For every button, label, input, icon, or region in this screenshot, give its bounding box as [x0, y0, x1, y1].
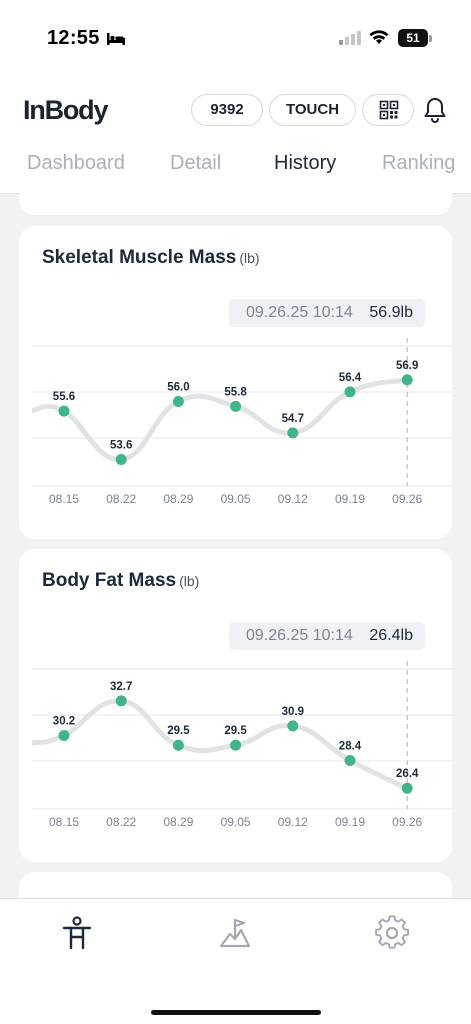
body-fat-mass-card[interactable]: Body Fat Mass (lb) 09.26.25 10:14 26.4lb …	[19, 549, 452, 862]
x-tick-label: 08.29	[163, 492, 193, 506]
settings-gear-icon[interactable]	[374, 915, 410, 951]
status-time: 12:55	[47, 27, 100, 49]
tab-detail[interactable]: Detail	[170, 152, 222, 174]
data-point	[287, 720, 299, 732]
data-label: 32.7	[110, 681, 132, 693]
body-composition-icon[interactable]	[59, 915, 95, 951]
data-point	[172, 396, 184, 408]
tooltip-date: 09.26.25 10:14	[246, 627, 353, 644]
tooltip-value: 26.4lb	[369, 627, 413, 644]
x-tick-label: 08.15	[49, 492, 79, 506]
x-tick-label: 09.19	[335, 815, 365, 829]
data-label: 56.0	[167, 382, 189, 394]
bottom-nav	[0, 898, 471, 1024]
data-label: 53.6	[110, 439, 132, 451]
battery-indicator: 51	[398, 29, 428, 47]
x-tick-label: 09.26	[392, 492, 422, 506]
data-label: 56.4	[339, 372, 362, 384]
data-label: 26.4	[396, 768, 419, 780]
data-point	[115, 453, 127, 465]
selected-point-tooltip: 09.26.25 10:14 56.9lb	[229, 299, 425, 327]
x-tick-label: 09.26	[392, 815, 422, 829]
data-label: 54.7	[282, 413, 304, 425]
x-tick-label: 08.22	[106, 492, 136, 506]
card-title-text: Skeletal Muscle Mass	[42, 247, 237, 268]
selected-point-tooltip: 09.26.25 10:14 26.4lb	[229, 622, 425, 650]
series-line	[32, 377, 410, 462]
sleep-focus-icon	[107, 33, 125, 45]
inbody-logo: InBody	[23, 95, 109, 125]
data-label: 56.9	[396, 360, 418, 372]
x-tick-label: 08.15	[49, 815, 79, 829]
data-point	[287, 427, 299, 439]
tooltip-value: 56.9lb	[369, 304, 413, 321]
tab-dashboard[interactable]: Dashboard	[27, 152, 125, 174]
tooltip-date: 09.26.25 10:14	[246, 304, 353, 321]
x-tick-label: 08.22	[106, 815, 136, 829]
x-tick-label: 09.05	[221, 815, 251, 829]
app-header: InBody 9392 TOUCH Dashboard Detail Histo…	[0, 78, 471, 194]
touch-button[interactable]: TOUCH	[269, 94, 356, 126]
data-point	[172, 739, 184, 751]
x-tick-label: 09.12	[278, 492, 308, 506]
tab-history[interactable]: History	[274, 152, 337, 174]
member-id-button[interactable]: 9392	[191, 94, 263, 126]
data-point	[115, 695, 127, 707]
bell-icon[interactable]	[422, 96, 448, 124]
data-point	[230, 400, 242, 412]
body-fat-mass-chart[interactable]: 30.2 08.15 32.7 08.22 29.5 08.29 29.5 09.05 30.9…	[32, 661, 452, 833]
wifi-icon	[369, 30, 389, 44]
skeletal-muscle-mass-card[interactable]: Skeletal Muscle Mass (lb) 09.26.25 10:14 …	[19, 226, 452, 539]
data-point	[401, 374, 413, 386]
data-point	[344, 386, 356, 398]
data-point	[344, 754, 356, 766]
series-line	[32, 698, 410, 791]
card-title: Body Fat Mass (lb)	[42, 570, 199, 592]
status-bar: 12:55 51	[0, 0, 471, 78]
qr-code-button[interactable]	[362, 94, 414, 126]
tab-bar: Dashboard Detail History Ranking	[0, 150, 471, 194]
battery-tip	[429, 35, 432, 42]
card-unit: (lb)	[179, 573, 200, 589]
data-point	[230, 739, 242, 751]
x-tick-label: 09.12	[278, 815, 308, 829]
x-tick-label: 09.19	[335, 492, 365, 506]
data-label: 55.8	[224, 386, 247, 398]
skeletal-muscle-mass-chart[interactable]: 55.6 08.15 53.6 08.22 56.0 08.29 55.8 09.05 54.7…	[32, 338, 452, 510]
card-unit: (lb)	[239, 250, 260, 266]
data-label: 28.4	[339, 740, 362, 752]
qr-code-icon	[379, 100, 399, 120]
data-point	[58, 730, 70, 742]
data-label: 29.5	[224, 725, 247, 737]
x-tick-label: 08.29	[163, 815, 193, 829]
data-label: 30.9	[282, 706, 304, 718]
goal-flag-icon[interactable]	[217, 915, 253, 951]
data-point	[401, 782, 413, 794]
home-indicator	[151, 1010, 321, 1015]
data-label: 29.5	[167, 725, 190, 737]
data-label: 30.2	[53, 716, 75, 728]
x-tick-label: 09.05	[221, 492, 251, 506]
card-title-text: Body Fat Mass	[42, 570, 177, 591]
previous-card-bottom	[19, 180, 452, 215]
cellular-signal-icon	[339, 31, 361, 45]
card-title: Skeletal Muscle Mass (lb)	[42, 247, 260, 269]
data-point	[58, 405, 70, 417]
tab-ranking[interactable]: Ranking	[382, 152, 456, 174]
data-label: 55.6	[53, 391, 75, 403]
